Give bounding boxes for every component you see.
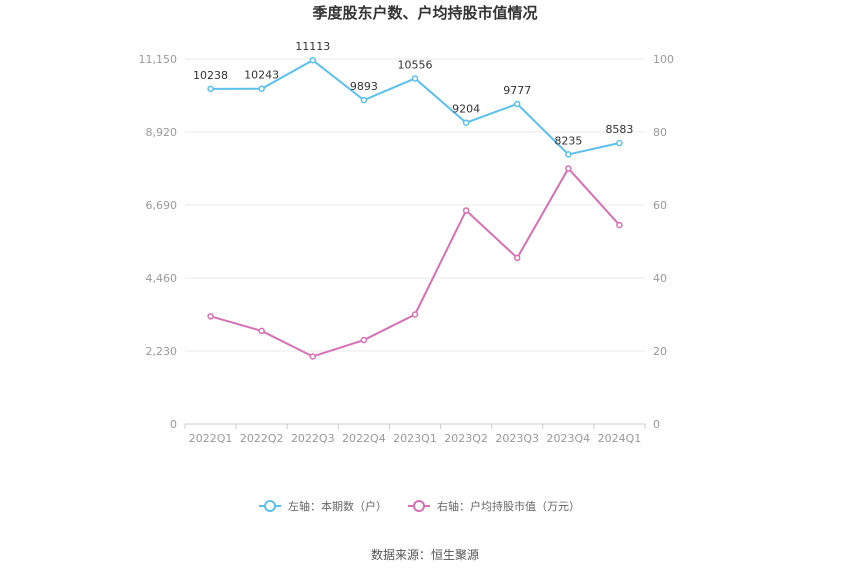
- x-tick-label: 2023Q3: [495, 432, 539, 445]
- data-point: [411, 75, 419, 82]
- legend-label: 右轴：户均持股市值（万元）: [437, 499, 580, 513]
- x-tick-label: 2022Q3: [291, 432, 335, 445]
- data-point: [207, 313, 214, 320]
- x-tick-label: 2023Q2: [444, 432, 488, 445]
- data-point: [258, 327, 265, 335]
- data-point: [309, 56, 317, 64]
- legend-label: 左轴：本期数（户）: [288, 499, 387, 513]
- left-tick-label: 6,690: [146, 199, 178, 212]
- data-point: [309, 353, 317, 360]
- legend-item: 右轴：户均持股市值（万元）: [408, 499, 580, 513]
- data-label: 8583: [605, 123, 633, 136]
- data-point: [565, 165, 572, 172]
- right-tick-label: 60: [653, 199, 667, 212]
- legend-item: 左轴：本期数（户）: [259, 499, 387, 513]
- right-axis-ticks: 0 20 40 60 80 100: [653, 53, 674, 431]
- data-point: [411, 311, 419, 318]
- right-tick-label: 100: [653, 53, 674, 66]
- grid: [184, 58, 646, 429]
- legend-marker: [413, 500, 425, 512]
- data-point: [565, 151, 572, 158]
- legend: 左轴：本期数（户） 右轴：户均持股市值（万元）: [259, 499, 580, 513]
- data-label: 9893: [350, 80, 378, 93]
- data-point: [207, 85, 214, 93]
- data-point: [462, 119, 470, 126]
- left-tick-label: 8,920: [146, 126, 178, 139]
- left-tick-label: 11,150: [139, 53, 178, 66]
- data-label: 8235: [554, 134, 582, 147]
- series-layer: 10238 10243 11113 9893 10556 9204 9777 8235 8583: [193, 40, 633, 360]
- left-tick-label: 0: [170, 418, 177, 431]
- series-shareholder-count: 10238 10243 11113 9893 10556 9204 9777 8235 8583: [193, 40, 633, 158]
- x-tick-label: 2022Q1: [189, 432, 233, 445]
- left-tick-label: 2,230: [146, 345, 178, 358]
- x-tick-label: 2023Q1: [393, 432, 437, 445]
- data-point: [360, 336, 368, 344]
- source-note: 数据来源：恒生聚源: [371, 547, 479, 562]
- right-tick-label: 20: [653, 345, 667, 358]
- data-point: [513, 254, 521, 262]
- data-label: 9777: [503, 84, 531, 97]
- right-tick-label: 0: [653, 418, 660, 431]
- data-label: 10243: [244, 69, 279, 82]
- data-point: [616, 139, 623, 147]
- data-point: [462, 207, 470, 214]
- series-avg-holding-value: [207, 165, 623, 360]
- left-tick-label: 4,460: [146, 272, 178, 285]
- x-axis-ticks: 2022Q1 2022Q2 2022Q3 2022Q4 2023Q1 2023Q2 2023…: [189, 432, 642, 445]
- data-label: 10238: [193, 69, 228, 82]
- left-axis-ticks: 0 2,230 4,460 6,690 8,920 11,150: [139, 53, 178, 431]
- data-label: 9204: [452, 103, 480, 116]
- x-tick-label: 2022Q2: [240, 432, 284, 445]
- legend-marker: [264, 500, 276, 512]
- data-point: [513, 100, 521, 108]
- data-label: 11113: [295, 40, 330, 53]
- chart-title: 季度股东户数、户均持股市值情况: [312, 4, 537, 22]
- x-tick-label: 2024Q1: [598, 432, 642, 445]
- series-line: [210, 166, 621, 358]
- data-label: 10556: [398, 58, 433, 71]
- data-point: [616, 221, 623, 229]
- data-point: [258, 85, 265, 92]
- right-tick-label: 40: [653, 272, 667, 285]
- data-point: [360, 96, 368, 104]
- right-tick-label: 80: [653, 126, 667, 139]
- x-tick-label: 2022Q4: [342, 432, 386, 445]
- x-tick-label: 2023Q4: [547, 432, 591, 445]
